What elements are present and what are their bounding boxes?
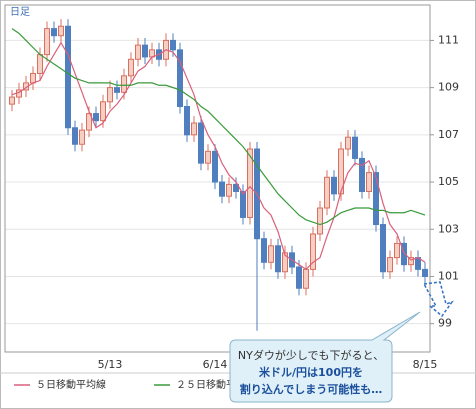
x-tick-label: 6/14: [203, 358, 228, 371]
candle-body: [408, 257, 414, 266]
candle-body: [191, 122, 197, 136]
y-tick-label: 99: [438, 317, 452, 330]
candle-body: [394, 242, 400, 259]
y-tick-label: 101: [438, 269, 459, 282]
plot-border: [4, 4, 431, 353]
candle-body: [30, 72, 36, 84]
moving-average-line: [11, 28, 426, 226]
callout-box: [229, 311, 421, 403]
candle-body: [51, 28, 57, 37]
candle-body: [37, 54, 43, 74]
callout: NYダウが少しでも下がると、 米ドル/円は100円を 割り込んでしまう可能性も…: [229, 281, 454, 403]
candle-body: [359, 157, 365, 192]
candle-body: [282, 252, 288, 273]
candle-body: [121, 75, 127, 93]
candle-body: [345, 136, 351, 150]
candle-body: [93, 113, 99, 122]
candle-body: [184, 106, 190, 136]
candle-body: [303, 268, 309, 289]
candle-body: [142, 44, 148, 58]
candle-body: [212, 150, 218, 183]
candle-body: [373, 172, 379, 226]
candle-body: [422, 268, 428, 277]
candle-body: [86, 113, 92, 131]
candle-body: [261, 238, 267, 263]
candle-body: [296, 266, 302, 289]
candle-body: [310, 233, 316, 270]
candle-body: [107, 87, 113, 103]
annotation-line: 割り込んでしまう可能性も…: [240, 382, 382, 396]
candle-body: [268, 245, 274, 263]
candle-body: [275, 245, 281, 273]
y-tick-label: 103: [438, 222, 459, 235]
candle-body: [177, 49, 183, 108]
candle-body: [380, 224, 386, 273]
candle-body: [198, 122, 204, 164]
candle-body: [100, 101, 106, 122]
annotation-line: 米ドル/円は100円を: [258, 365, 363, 379]
candle-body: [338, 148, 344, 195]
candle-body: [401, 242, 407, 266]
candle-body: [9, 96, 15, 105]
candle-body: [240, 190, 246, 218]
legend-label: ５日移動平均線: [36, 378, 106, 391]
y-tick-label: 109: [438, 81, 459, 94]
candle-body: [226, 183, 232, 197]
candle-body: [58, 25, 64, 37]
candle-body: [135, 44, 141, 60]
candle-body: [205, 150, 211, 164]
candle-body: [366, 172, 372, 192]
candle-body: [324, 176, 330, 209]
candle-body: [352, 136, 358, 159]
candle-body: [317, 207, 323, 235]
candle-body: [79, 129, 85, 145]
x-tick-label: 5/13: [98, 358, 123, 371]
y-tick-label: 111: [438, 33, 459, 46]
candle-body: [387, 257, 393, 273]
candle-body: [114, 87, 120, 93]
candle-body: [170, 39, 176, 51]
candle-body: [128, 58, 134, 77]
moving-average-line: [11, 41, 426, 271]
candle-body: [72, 127, 78, 145]
y-tick-label: 107: [438, 128, 459, 141]
candle-body: [331, 176, 337, 195]
timeframe-label: 日足: [10, 6, 30, 18]
y-tick-label: 105: [438, 175, 459, 188]
candle-body: [233, 183, 239, 192]
candle-body: [219, 181, 225, 197]
candle-body: [247, 148, 253, 218]
candle-body: [44, 28, 50, 56]
candle-body: [65, 25, 71, 129]
annotation-line: NYダウが少しでも下がると、: [238, 348, 384, 362]
x-tick-label: 8/15: [413, 358, 438, 371]
